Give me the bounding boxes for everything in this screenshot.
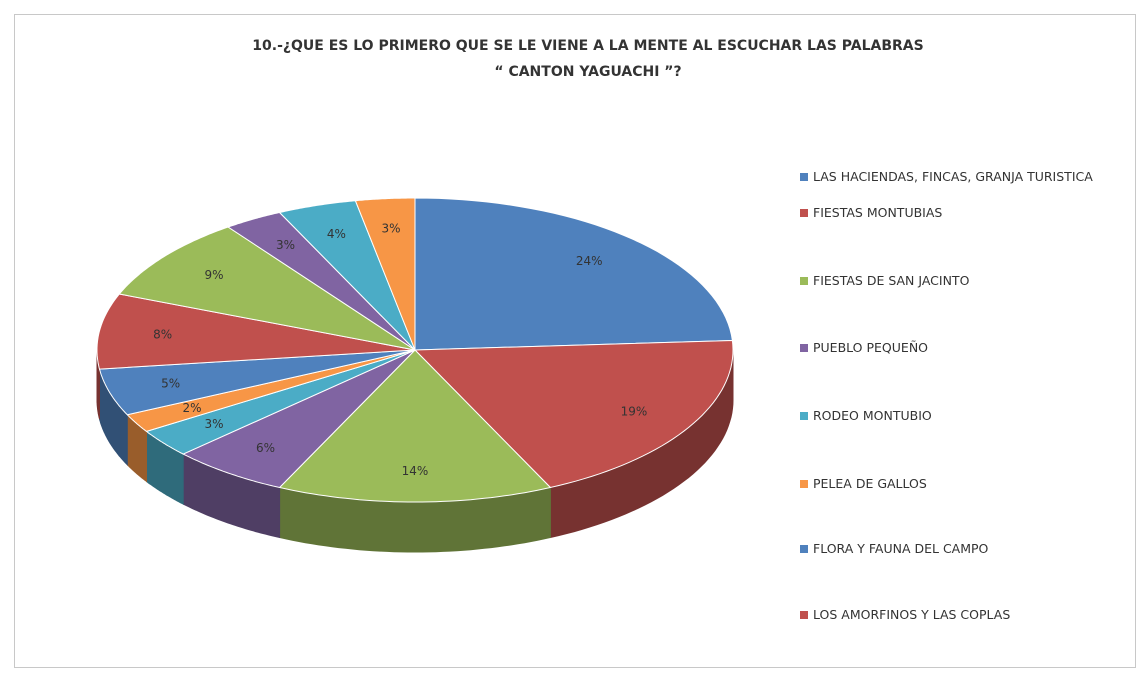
legend-swatch	[800, 412, 808, 420]
legend-item: LOS AMORFINOS Y LAS COPLAS	[800, 604, 1130, 626]
pie-slice	[145, 349, 416, 455]
pie-slice	[182, 349, 416, 489]
data-label: 3%	[382, 221, 401, 235]
legend-item: FIESTAS DE SAN JACINTO	[800, 270, 1130, 292]
data-label: 6%	[256, 441, 275, 455]
legend-label: LOS AMORFINOS Y LAS COPLAS	[813, 607, 1011, 622]
pie-slice	[118, 226, 416, 351]
data-label: 19%	[621, 404, 648, 418]
data-label: 2%	[183, 401, 202, 415]
legend-item: PELEA DE GALLOS	[800, 473, 1130, 495]
legend-swatch	[800, 480, 808, 488]
legend-label: PELEA DE GALLOS	[813, 476, 927, 491]
pie-slice	[98, 349, 416, 416]
legend-label: LAS HACIENDAS, FINCAS, GRANJA TURISTICA	[813, 169, 1093, 184]
pie-slice	[278, 349, 552, 503]
data-label: 3%	[276, 238, 295, 252]
legend-label: FLORA Y FAUNA DEL CAMPO	[813, 541, 989, 556]
data-label: 5%	[161, 376, 180, 390]
legend-item: FLORA Y FAUNA DEL CAMPO	[800, 538, 1130, 560]
legend-swatch	[800, 209, 808, 217]
pie-slice	[96, 293, 416, 370]
legend-swatch	[800, 344, 808, 352]
data-label: 9%	[204, 268, 223, 282]
legend-label: FIESTAS MONTUBIAS	[813, 205, 943, 220]
legend-item: LAS HACIENDAS, FINCAS, GRANJA TURISTICA	[800, 166, 1130, 188]
legend-item: PUEBLO PEQUEÑO	[800, 337, 1130, 359]
chart-title: “ CANTON YAGUACHI ”?	[494, 64, 681, 80]
pie-slice	[278, 200, 416, 351]
pie-slice	[354, 197, 416, 351]
legend-label: PUEBLO PEQUEÑO	[813, 340, 929, 355]
pie-slice	[414, 197, 733, 351]
data-label: 8%	[153, 327, 172, 341]
legend-item: FIESTAS MONTUBIAS	[800, 202, 1130, 224]
legend-swatch	[800, 277, 808, 285]
pie-slice	[226, 211, 416, 351]
pie-slice	[413, 339, 734, 489]
data-label: 4%	[327, 227, 346, 241]
data-label: 14%	[402, 464, 429, 478]
legend-swatch	[800, 173, 808, 181]
legend-item: RODEO MONTUBIO	[800, 405, 1130, 427]
data-label: 24%	[576, 254, 603, 268]
legend-label: FIESTAS DE SAN JACINTO	[813, 273, 970, 288]
data-label: 3%	[204, 417, 223, 431]
pie-slice	[126, 349, 416, 432]
legend-swatch	[800, 611, 808, 619]
legend-swatch	[800, 545, 808, 553]
chart-title: 10.-¿QUE ES LO PRIMERO QUE SE LE VIENE A…	[252, 38, 923, 54]
legend-label: RODEO MONTUBIO	[813, 408, 932, 423]
